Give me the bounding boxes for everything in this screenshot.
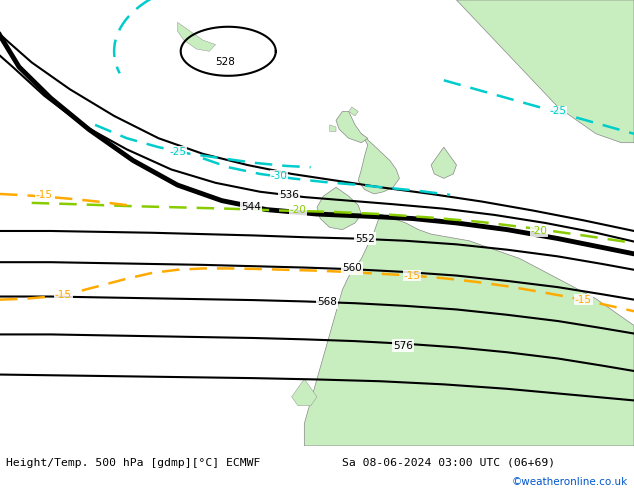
Polygon shape xyxy=(178,22,216,51)
Text: -15: -15 xyxy=(36,190,53,200)
Text: ©weatheronline.co.uk: ©weatheronline.co.uk xyxy=(512,477,628,487)
Text: 560: 560 xyxy=(342,264,362,273)
Text: -15: -15 xyxy=(55,290,72,300)
Polygon shape xyxy=(358,134,399,194)
Text: -30: -30 xyxy=(271,171,287,181)
Text: 568: 568 xyxy=(317,297,337,307)
Polygon shape xyxy=(456,0,634,143)
Polygon shape xyxy=(317,187,361,230)
Text: -15: -15 xyxy=(575,294,592,305)
Polygon shape xyxy=(292,379,317,406)
Polygon shape xyxy=(431,147,456,178)
Text: Sa 08-06-2024 03:00 UTC (06+69): Sa 08-06-2024 03:00 UTC (06+69) xyxy=(342,458,555,467)
Text: Height/Temp. 500 hPa [gdmp][°C] ECMWF: Height/Temp. 500 hPa [gdmp][°C] ECMWF xyxy=(6,458,261,467)
Polygon shape xyxy=(336,112,368,143)
Text: 536: 536 xyxy=(279,190,299,200)
Text: -20: -20 xyxy=(531,226,547,236)
Text: 552: 552 xyxy=(355,234,375,244)
Text: 544: 544 xyxy=(241,202,261,212)
Polygon shape xyxy=(349,107,358,116)
Text: -25: -25 xyxy=(550,106,566,117)
Text: -15: -15 xyxy=(404,270,420,281)
Text: -20: -20 xyxy=(290,205,306,216)
Polygon shape xyxy=(304,214,634,446)
Text: 576: 576 xyxy=(393,341,413,350)
Text: 528: 528 xyxy=(215,57,235,68)
Text: -25: -25 xyxy=(169,147,186,157)
Polygon shape xyxy=(330,125,336,131)
